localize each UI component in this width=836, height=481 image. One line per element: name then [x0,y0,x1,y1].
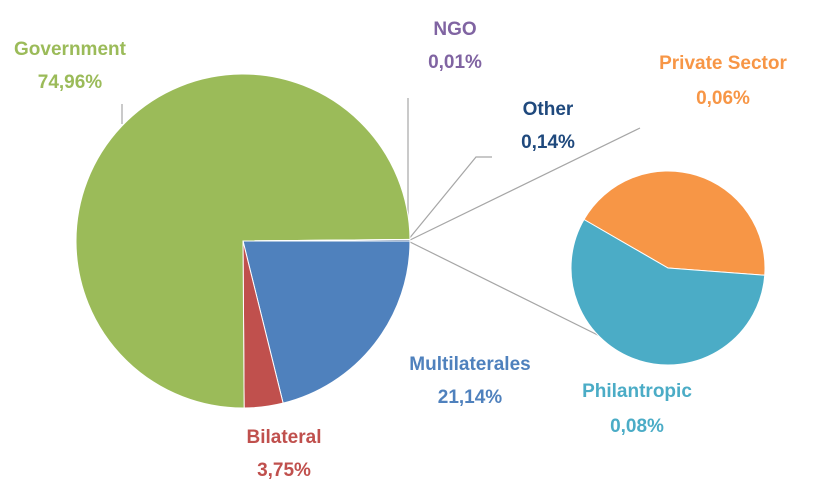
slice-value-label: 0,01% [428,52,482,73]
pie-slice [75,73,411,409]
slice-label: NGO [433,19,476,40]
pie-slice [570,218,766,366]
leader-line [407,156,492,241]
slice-label: Bilateral [247,427,322,448]
slice-value-label: 74,96% [38,72,103,93]
slice-value-label: 0,06% [696,88,750,109]
pie-slice [242,239,411,242]
slice-value-label: 21,14% [438,387,503,408]
slice-label: Multilaterales [409,354,530,375]
slice-value-label: 0,14% [521,132,575,153]
slice-label: Other [523,99,574,120]
slice-label: Private Sector [659,53,787,74]
pie-slice [242,240,411,404]
connector-line [407,127,641,242]
slice-value-label: 0,08% [610,416,664,437]
pie-slice [583,170,766,276]
slice-value-label: 3,75% [257,460,311,481]
slice-label: Government [14,39,127,60]
slice-label: Philantropic [582,381,692,402]
connector-line [407,240,629,351]
